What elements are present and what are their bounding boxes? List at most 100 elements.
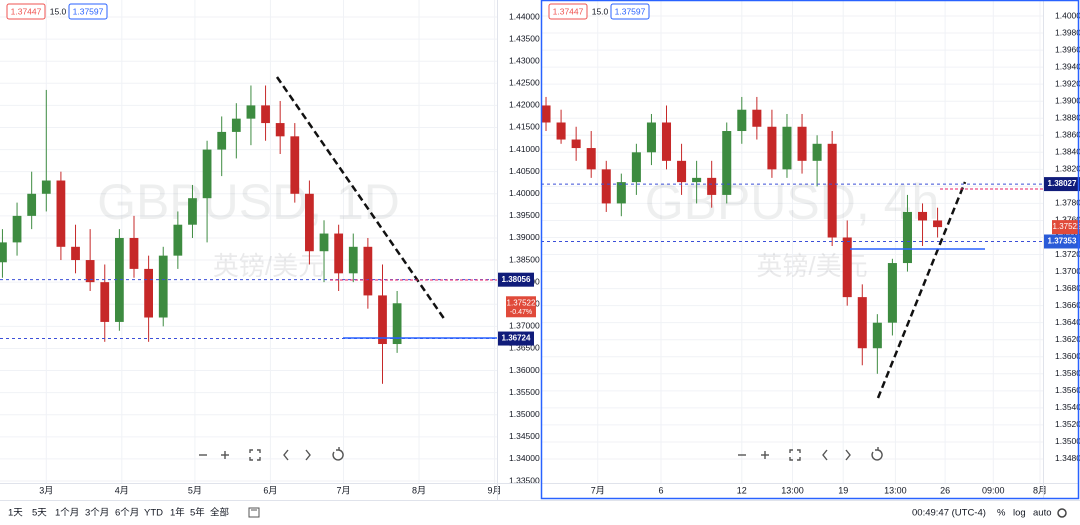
y-tick-label: 1.35600 xyxy=(1055,385,1080,395)
reset[interactable] xyxy=(332,447,344,461)
range-button[interactable]: 1年 xyxy=(170,507,185,519)
candle-body xyxy=(129,237,139,269)
candle-body xyxy=(202,149,212,199)
range-button[interactable]: YTD xyxy=(144,508,163,519)
bottom-toolbar xyxy=(0,500,1080,525)
y-tick-label: 1.35000 xyxy=(1055,436,1080,446)
x-tick-label: 26 xyxy=(940,485,950,495)
y-tick-label: 1.40000 xyxy=(509,188,540,198)
scale-option[interactable]: % xyxy=(997,508,1006,519)
candle-body xyxy=(378,295,387,345)
x-tick-label: 13:00 xyxy=(781,485,804,495)
candle-body xyxy=(100,282,110,322)
candle-body xyxy=(188,198,197,225)
y-tick-label: 1.34500 xyxy=(509,431,540,441)
level-label: 1.36724 xyxy=(502,334,531,343)
range-button[interactable]: 6个月 xyxy=(115,508,139,519)
y-tick-label: 1.35500 xyxy=(509,387,540,397)
x-tick-label: 7月 xyxy=(591,485,605,495)
chart-controls xyxy=(199,447,883,461)
active-panel-border xyxy=(540,0,1080,500)
candle-body xyxy=(392,303,402,345)
y-tick-label: 1.42500 xyxy=(509,78,540,88)
candle-body xyxy=(872,322,882,349)
price-change: -0.47% xyxy=(510,309,532,316)
fit[interactable] xyxy=(249,449,261,461)
y-tick-label: 1.42000 xyxy=(509,100,540,110)
y-tick-label: 1.37200 xyxy=(1055,249,1080,259)
y-tick-label: 1.39200 xyxy=(1055,78,1080,88)
toolbar-items: 1天 5天 1个月 3个月 6个月 YTD 1年 5年 全部 00:49:47 (UTC-4)% l… xyxy=(8,507,1052,519)
scroll-right[interactable] xyxy=(845,449,851,461)
x-tick-label: 8月 xyxy=(412,485,426,495)
candle-body xyxy=(56,180,66,247)
scale-option[interactable]: log xyxy=(1013,508,1026,519)
y-tick-label: 1.35400 xyxy=(1055,402,1080,412)
candle-body xyxy=(144,268,153,318)
reset[interactable] xyxy=(871,447,883,461)
scale-option[interactable]: auto xyxy=(1033,508,1052,519)
candle-body xyxy=(363,246,373,296)
range-button[interactable]: 3个月 xyxy=(85,508,109,519)
candle-body xyxy=(158,255,168,318)
x-tick-label: 7月 xyxy=(337,485,351,495)
y-tick-label: 1.43500 xyxy=(509,33,540,43)
x-tick-label: 3月 xyxy=(39,485,53,495)
zoom-in[interactable] xyxy=(761,451,769,459)
zoom-in[interactable] xyxy=(221,451,229,459)
last-price: 1.37522 xyxy=(507,298,536,307)
last-price: 1.37522 xyxy=(1053,222,1080,231)
candle-body xyxy=(692,177,702,183)
candle-body xyxy=(857,297,867,349)
spread: 15.0 xyxy=(592,6,609,16)
date-range-icon[interactable] xyxy=(248,507,260,518)
scroll-right[interactable] xyxy=(305,449,311,461)
candle-body xyxy=(918,211,928,221)
candle-body xyxy=(767,126,777,170)
candle-body xyxy=(933,220,943,228)
range-button[interactable]: 5天 xyxy=(32,508,47,519)
level-label-box xyxy=(498,331,534,346)
range-button[interactable]: 1个月 xyxy=(55,508,79,519)
level-label-box xyxy=(1044,177,1080,192)
x-tick-label: 13:00 xyxy=(884,485,907,495)
x-tick-label: 9月 xyxy=(488,485,502,495)
y-tick-label: 1.36000 xyxy=(509,365,540,375)
y-tick-label: 1.37000 xyxy=(1055,266,1080,276)
y-tick-label: 1.36800 xyxy=(1055,283,1080,293)
candle-body xyxy=(782,126,792,170)
name-watermark: 英镑/美元 xyxy=(213,251,324,281)
x-tick-label: 09:00 xyxy=(982,485,1005,495)
range-button[interactable]: 全部 xyxy=(210,507,229,519)
candle-body xyxy=(887,263,897,323)
range-button[interactable]: 1天 xyxy=(8,508,23,519)
y-tick-label: 1.38800 xyxy=(1055,112,1080,122)
y-tick-label: 1.40500 xyxy=(509,166,540,176)
last-price-box xyxy=(506,296,536,318)
candle-body xyxy=(752,109,762,127)
y-tick-label: 1.36500 xyxy=(509,343,540,353)
trend-line[interactable] xyxy=(876,181,967,399)
candle-body xyxy=(261,105,270,124)
candle-body xyxy=(631,152,641,183)
candle-body xyxy=(827,143,837,238)
candle-body xyxy=(27,193,37,216)
y-tick-label: 1.35800 xyxy=(1055,368,1080,378)
scroll-left[interactable] xyxy=(283,449,289,461)
candle-body xyxy=(541,105,551,123)
bid-price: 1.37447 xyxy=(11,6,42,16)
chart-panel: 3月 4月 5月 6月 7月 8月 9月 1.44000 1.43500 1.43000 1.425… xyxy=(0,0,540,495)
ask-price: 1.37597 xyxy=(615,6,646,16)
x-tick-label: 12 xyxy=(737,485,747,495)
level-label: 1.38027 xyxy=(1048,179,1077,188)
fit[interactable] xyxy=(789,449,801,461)
candle-body xyxy=(902,211,912,264)
range-button[interactable]: 5年 xyxy=(190,507,205,519)
candle-body xyxy=(812,143,822,161)
symbol-watermark: GBPUSD, 1D xyxy=(97,174,400,230)
scroll-left[interactable] xyxy=(822,449,828,461)
settings-icon[interactable] xyxy=(1057,508,1067,518)
candle-body xyxy=(737,109,747,132)
